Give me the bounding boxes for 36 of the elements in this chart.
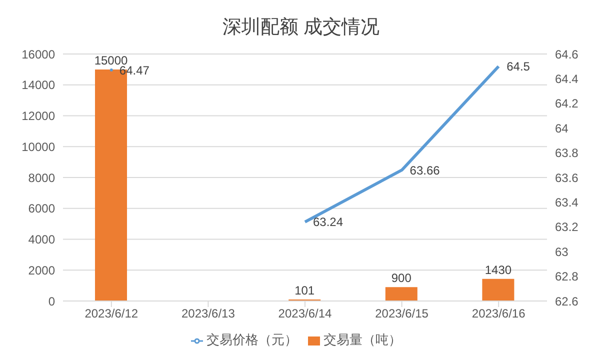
bar (482, 278, 514, 301)
y-tick-label: 4000 (28, 232, 56, 247)
y-tick-label: 0 (48, 294, 56, 308)
y2-tick-label: 62.8 (555, 270, 579, 284)
data-label: 1430 (484, 262, 512, 277)
y-tick-label: 6000 (28, 202, 56, 216)
x-tick-label: 2023/6/16 (472, 306, 526, 321)
legend-label: 交易价格（元） (206, 332, 298, 347)
y2-tick-label: 64.4 (555, 72, 579, 86)
y-tick-label: 12000 (22, 109, 56, 124)
chart-title: 深圳配额 成交情况 (221, 16, 381, 40)
y-tick-label: 2000 (28, 263, 56, 278)
data-label: 63.24 (313, 215, 344, 230)
y-tick-label: 16000 (22, 47, 56, 62)
y2-tick-label: 64.2 (555, 96, 579, 111)
y2-tick-label: 63 (555, 244, 569, 259)
y2-tick-label: 62.6 (555, 294, 579, 308)
bar (385, 287, 418, 301)
y2-tick-label: 64 (555, 121, 569, 136)
data-label: 64.5 (506, 60, 530, 74)
legend-label: 交易量（吨） (324, 332, 402, 347)
data-label: 101 (294, 283, 315, 298)
y2-tick-label: 64.6 (555, 47, 579, 62)
x-tick-label: 2023/6/14 (278, 306, 332, 321)
x-tick-label: 2023/6/12 (84, 306, 138, 321)
x-tick-label: 2023/6/15 (375, 306, 429, 321)
x-tick-label: 2023/6/13 (182, 306, 236, 321)
y-tick-label: 10000 (22, 140, 56, 154)
y-tick-label: 8000 (28, 170, 56, 185)
data-label: 63.66 (410, 163, 440, 178)
data-label: 900 (391, 271, 412, 286)
y-tick-label: 14000 (22, 78, 56, 92)
y2-tick-label: 63.8 (555, 146, 579, 160)
y2-tick-label: 63.6 (555, 170, 579, 185)
y2-tick-label: 63.4 (555, 195, 579, 210)
y2-tick-label: 63.2 (555, 220, 579, 234)
